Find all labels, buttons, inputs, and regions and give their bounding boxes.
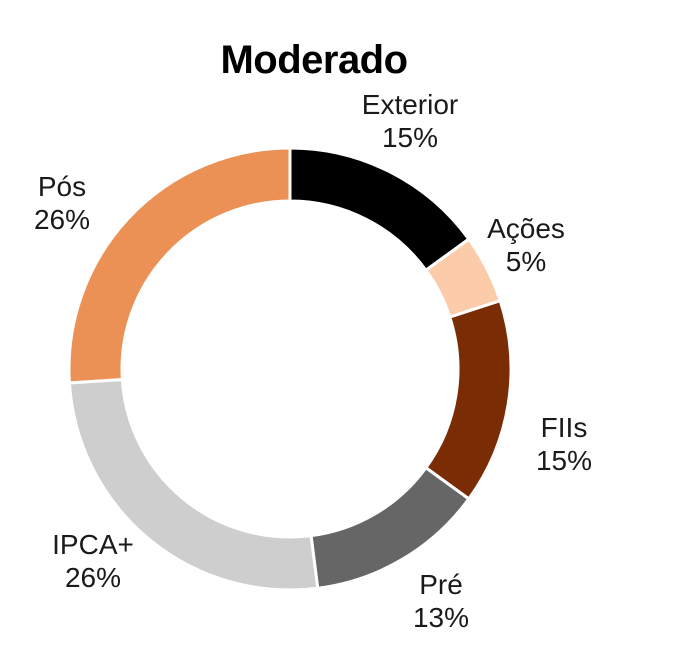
slice-label-exterior: Exterior 15% (350, 88, 470, 154)
slice-label-ipca: IPCA+ 26% (32, 528, 154, 594)
slice-label-pos-name: Pós (37, 171, 87, 202)
slice-label-acoes: Ações 5% (474, 212, 578, 278)
slice-label-pos-value: 26% (33, 204, 91, 235)
slice-exterior (288, 146, 471, 273)
slice-label-pre-name: Pré (419, 569, 463, 600)
slice-label-fiis: FIIs 15% (516, 411, 612, 477)
slice-fiis (423, 298, 513, 501)
slice-label-exterior-name: Exterior (361, 89, 459, 120)
slice-label-fiis-name: FIIs (540, 412, 588, 443)
slice-label-pos: Pós 26% (22, 170, 102, 236)
slice-label-ipca-value: 26% (64, 562, 122, 593)
slice-label-exterior-value: 15% (381, 122, 439, 153)
chart-title: Moderado (220, 38, 408, 82)
slice-pos (67, 146, 292, 385)
slice-label-acoes-name: Ações (487, 213, 565, 244)
slice-label-fiis-value: 15% (535, 445, 593, 476)
slice-label-pre-value: 13% (412, 602, 470, 633)
slice-label-acoes-value: 5% (505, 246, 547, 277)
slice-label-ipca-name: IPCA+ (52, 529, 134, 560)
slice-label-pre: Pré 13% (396, 568, 486, 634)
